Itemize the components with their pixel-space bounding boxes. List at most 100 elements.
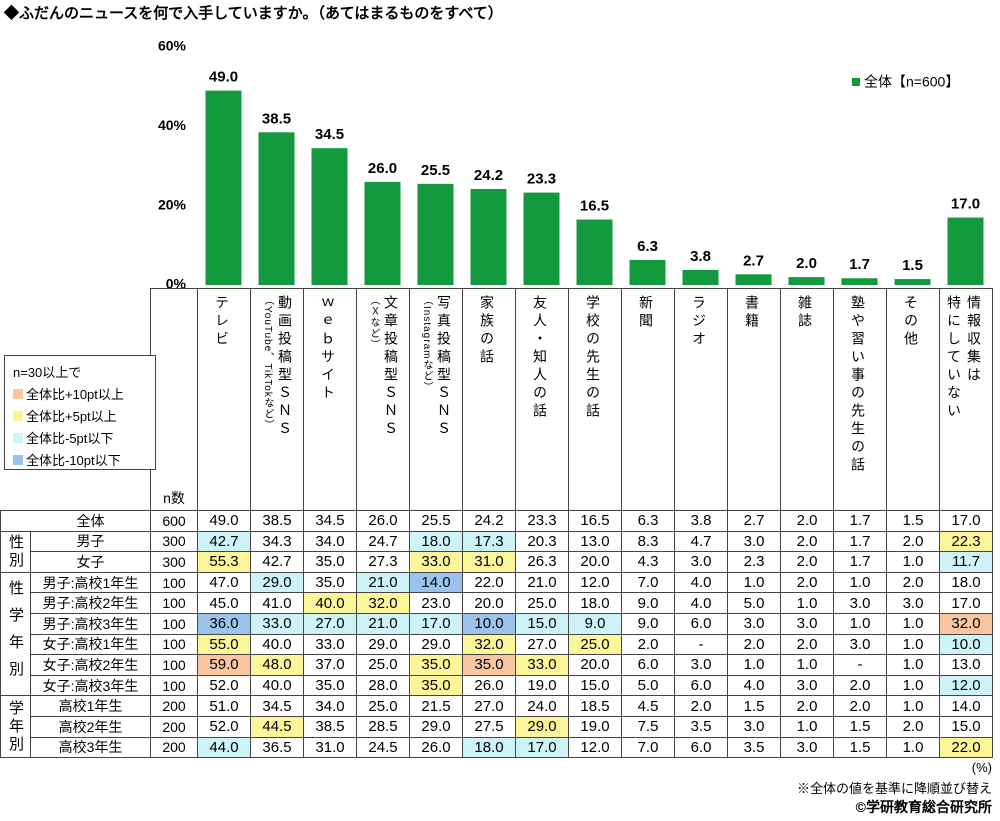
bar	[947, 217, 984, 285]
table-cell: 26.0	[409, 736, 463, 759]
value-label: 23.3	[527, 171, 556, 188]
table-cell: 17.0	[939, 592, 993, 614]
n-cell: 100	[150, 633, 198, 656]
value-label: 6.3	[637, 238, 658, 255]
legend-swatch	[13, 454, 23, 465]
category-header: 書籍	[727, 288, 781, 511]
table-cell: 25.0	[515, 592, 569, 614]
y-tick-label: 0%	[166, 276, 187, 290]
n-cell: 100	[150, 613, 198, 635]
category-label: 塾や習い事の先生の話	[850, 295, 866, 475]
row-label: 全体	[0, 510, 151, 532]
table-cell: 3.0	[727, 716, 781, 738]
category-header: テレビ	[197, 288, 251, 511]
category-label: 雑誌	[797, 295, 813, 331]
table-cell: 26.0	[356, 510, 410, 532]
value-label: 24.2	[474, 167, 503, 184]
table-cell: 1.0	[780, 654, 834, 676]
table-cell: 5.0	[621, 674, 675, 697]
table-cell: 13.0	[939, 654, 993, 676]
table-cell: 28.0	[356, 674, 410, 697]
table-cell: 18.0	[568, 592, 622, 614]
category-label: 文章投稿型ＳＮＳ	[383, 295, 399, 439]
category-header: 写真投稿型ＳＮＳ （Instagramなど）	[409, 288, 463, 511]
legend-box: n=30以上で 全体比+10pt以上 全体比+5pt以上 全体比-5pt以下 全体比-1…	[4, 355, 156, 470]
table-cell: 17.0	[939, 510, 993, 532]
table-cell: 47.0	[197, 571, 251, 594]
bar	[629, 260, 666, 285]
value-label: 1.7	[849, 256, 870, 273]
table-cell: 1.5	[833, 736, 887, 759]
table-cell: 2.0	[833, 695, 887, 717]
table-cell: 23.0	[409, 592, 463, 614]
legend-swatch	[852, 78, 860, 86]
table-cell: 1.0	[727, 571, 781, 594]
table-cell: 31.0	[303, 736, 357, 759]
legend-swatch	[13, 388, 23, 399]
value-label: 16.5	[580, 198, 609, 215]
bar	[735, 274, 772, 285]
table-cell: 29.0	[409, 633, 463, 656]
category-header: 学校の先生の話	[568, 288, 622, 511]
table-cell: 40.0	[303, 592, 357, 614]
table-cell: 1.0	[886, 674, 940, 697]
table-cell: 2.0	[674, 695, 728, 717]
table-cell: 29.0	[409, 716, 463, 738]
table-cell: 38.5	[303, 716, 357, 738]
table-cell: 1.0	[833, 613, 887, 635]
table-cell: 2.0	[780, 510, 834, 532]
legend-item: 全体比-5pt以下	[13, 428, 147, 447]
table-cell: 1.0	[886, 654, 940, 676]
n-header: n数	[150, 288, 198, 511]
table-cell: 4.5	[621, 695, 675, 717]
row-label: 男子:高校1年生	[30, 571, 151, 594]
table-cell: 24.0	[515, 695, 569, 717]
table-cell: 29.0	[515, 716, 569, 738]
table-cell: 14.0	[409, 571, 463, 594]
table-cell: 42.7	[250, 551, 304, 573]
category-label: 新聞	[638, 295, 654, 331]
table-cell: 5.0	[727, 592, 781, 614]
value-label: 3.8	[690, 248, 711, 265]
table-cell: 3.0	[780, 736, 834, 759]
table-cell: 15.0	[939, 716, 993, 738]
table-cell: 7.0	[621, 736, 675, 759]
table-cell: 13.0	[568, 530, 622, 553]
table-cell: 4.0	[674, 571, 728, 594]
table-cell: 35.0	[409, 654, 463, 676]
table-cell: 2.0	[886, 716, 940, 738]
table-cell: 41.0	[250, 592, 304, 614]
table-cell: 15.0	[568, 674, 622, 697]
table-cell: 20.0	[568, 654, 622, 676]
row-label: 高校3年生	[30, 736, 151, 759]
table-cell: 27.5	[462, 716, 516, 738]
category-label: その他	[903, 295, 919, 349]
table-cell: 1.7	[833, 510, 887, 532]
table-cell: 9.0	[621, 613, 675, 635]
group-label: 性学年別	[0, 571, 31, 697]
table-cell: 18.0	[409, 530, 463, 553]
category-header: ラジオ	[674, 288, 728, 511]
table-cell: 12.0	[568, 571, 622, 594]
table-cell: 10.0	[939, 633, 993, 656]
table-cell: 45.0	[197, 592, 251, 614]
table-cell: 4.7	[674, 530, 728, 553]
value-label: 38.5	[262, 110, 291, 127]
row-label: 男子:高校3年生	[30, 613, 151, 635]
row-label: 男子:高校2年生	[30, 592, 151, 614]
table-cell: 2.0	[886, 571, 940, 594]
table-cell: 10.0	[462, 613, 516, 635]
table-cell: 31.0	[462, 551, 516, 573]
bar	[470, 189, 507, 285]
table-cell: 34.0	[303, 530, 357, 553]
category-note: （Instagramなど）	[421, 295, 432, 393]
table-cell: 12.0	[939, 674, 993, 697]
table-cell: 25.5	[409, 510, 463, 532]
table-cell: 1.0	[727, 654, 781, 676]
table-cell: 35.0	[462, 654, 516, 676]
bar	[205, 90, 242, 285]
table-cell: 2.0	[780, 551, 834, 573]
table-cell: 3.0	[727, 613, 781, 635]
bar	[258, 132, 295, 285]
